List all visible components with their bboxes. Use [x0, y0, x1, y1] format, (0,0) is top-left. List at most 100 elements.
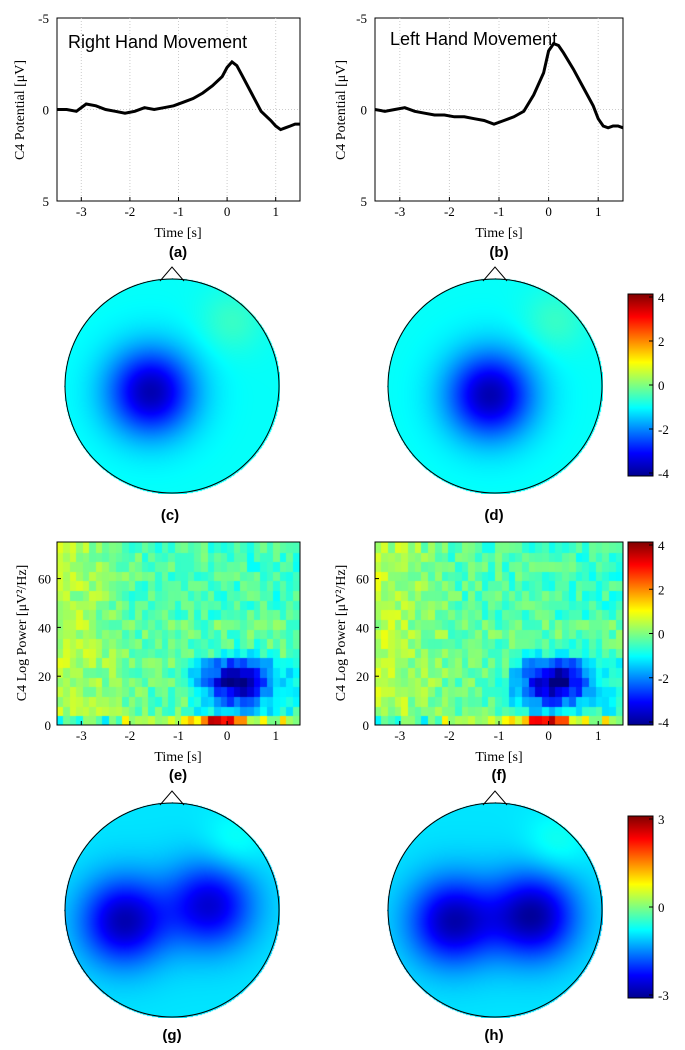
colorbar-tick-label: 4	[658, 290, 665, 305]
panel-label-a: (a)	[169, 244, 187, 261]
y-tick-label: 20	[356, 669, 369, 684]
colorbar-tick-label: -4	[658, 466, 669, 481]
y-ticks-b: -5 0 5	[356, 11, 379, 209]
colorbar-tick-label: -4	[658, 715, 669, 730]
x-label-b: Time [s]	[475, 226, 522, 241]
x-label-f: Time [s]	[475, 750, 522, 765]
spectrogram-e	[57, 542, 300, 725]
colorbar-1: 4 2 0 -2 -4	[627, 290, 669, 481]
y-ticks-a: -5 0 5	[38, 11, 61, 209]
head-outline-g	[64, 802, 280, 1018]
x-tick-label: -1	[494, 728, 505, 743]
y-tick-label: 60	[356, 572, 369, 587]
panel-c: (c)	[64, 266, 280, 524]
x-tick-label: -1	[494, 204, 505, 219]
y-tick-label: 60	[38, 572, 51, 587]
x-tick-label: 1	[272, 728, 279, 743]
x-tick-label: -2	[444, 204, 455, 219]
y-tick-label: 5	[361, 194, 368, 209]
y-ticks-f: 0 20 40 60	[356, 572, 379, 733]
colorbar-3-gradient	[627, 815, 654, 999]
x-label-e: Time [s]	[154, 750, 201, 765]
nose-h	[482, 790, 508, 806]
head-outline-d	[387, 278, 603, 494]
y-tick-label: 40	[356, 620, 369, 635]
y-tick-label: 20	[38, 669, 51, 684]
y-tick-label: 5	[43, 194, 50, 209]
topo-g	[64, 802, 280, 1018]
x-tick-label: 1	[595, 204, 602, 219]
panel-a: -3 -2 -1 0 1 -5 0 5 Right Hand Movement Time […	[13, 11, 301, 261]
grid-a	[57, 18, 300, 201]
x-tick-label: -2	[444, 728, 455, 743]
panel-label-h: (h)	[484, 1027, 503, 1044]
annotation-b: Left Hand Movement	[390, 29, 557, 49]
erp-line-a	[57, 59, 300, 132]
annotation-a: Right Hand Movement	[68, 32, 247, 52]
x-tick-label: -1	[173, 204, 184, 219]
y-tick-label: 40	[38, 620, 51, 635]
x-tick-label: -2	[124, 728, 135, 743]
panel-b: -3 -2 -1 0 1 -5 0 5 Left Hand Movement Time [s…	[334, 11, 624, 261]
colorbar-tick-label: -2	[658, 422, 669, 437]
x-tick-label: 0	[545, 728, 552, 743]
x-tick-label: -3	[76, 204, 87, 219]
x-tick-label: -2	[124, 204, 135, 219]
topo-d	[387, 278, 603, 494]
nose-d	[482, 266, 508, 282]
panel-h: (h)	[387, 790, 603, 1044]
colorbar-tick-label: 2	[658, 582, 665, 597]
y-tick-label: 0	[43, 103, 50, 118]
x-tick-label: 0	[545, 204, 552, 219]
y-tick-label: -5	[356, 11, 367, 26]
colorbar-1-gradient	[627, 293, 654, 477]
x-tick-label: -3	[76, 728, 87, 743]
spectrogram-f	[375, 542, 623, 725]
colorbar-3-ticks: 3 0 -3	[649, 812, 669, 1003]
colorbar-tick-label: 4	[658, 538, 665, 553]
panel-label-d: (d)	[484, 507, 503, 524]
colorbar-3: 3 0 -3	[627, 812, 669, 1003]
y-label-e: C4 Log Power [μV²/Hz]	[15, 565, 30, 702]
colorbar-tick-label: 2	[658, 334, 665, 349]
nose-c	[159, 266, 185, 282]
y-label-b: C4 Potential [μV]	[334, 60, 349, 160]
colorbar-tick-label: 0	[658, 900, 665, 915]
x-ticks-a: -3 -2 -1 0 1	[76, 197, 279, 219]
head-outline-c	[64, 278, 280, 494]
panel-label-f: (f)	[492, 767, 507, 784]
colorbar-2: 4 2 0 -2 -4	[627, 538, 669, 730]
x-tick-label: 1	[272, 204, 279, 219]
panel-g: (g)	[64, 790, 280, 1044]
y-tick-label: 0	[361, 103, 368, 118]
y-label-a: C4 Potential [μV]	[13, 60, 28, 160]
y-tick-label: -5	[38, 11, 49, 26]
x-ticks-b: -3 -2 -1 0 1	[394, 197, 601, 219]
x-label-a: Time [s]	[154, 226, 201, 241]
panel-label-b: (b)	[489, 244, 508, 261]
colorbar-1-ticks: 4 2 0 -2 -4	[649, 290, 669, 481]
colorbar-tick-label: -3	[658, 988, 669, 1003]
colorbar-tick-label: -2	[658, 671, 669, 686]
x-tick-label: -1	[173, 728, 184, 743]
y-tick-label: 0	[45, 718, 52, 733]
y-label-f: C4 Log Power [μV²/Hz]	[334, 565, 349, 702]
colorbar-tick-label: 0	[658, 627, 665, 642]
y-ticks-e: 0 20 40 60	[38, 572, 61, 733]
colorbar-tick-label: 3	[658, 812, 665, 827]
nose-g	[159, 790, 185, 806]
panel-label-g: (g)	[162, 1027, 181, 1044]
panel-d: (d)	[387, 266, 603, 524]
x-ticks-e: -3 -2 -1 0 1	[76, 721, 279, 743]
colorbar-2-ticks: 4 2 0 -2 -4	[649, 538, 669, 730]
topo-c	[64, 278, 280, 494]
colorbar-tick-label: 0	[658, 378, 665, 393]
head-outline-h	[387, 802, 603, 1018]
topo-h	[387, 802, 603, 1018]
x-tick-label: 0	[224, 728, 231, 743]
x-tick-label: -3	[394, 204, 405, 219]
x-tick-label: -3	[394, 728, 405, 743]
